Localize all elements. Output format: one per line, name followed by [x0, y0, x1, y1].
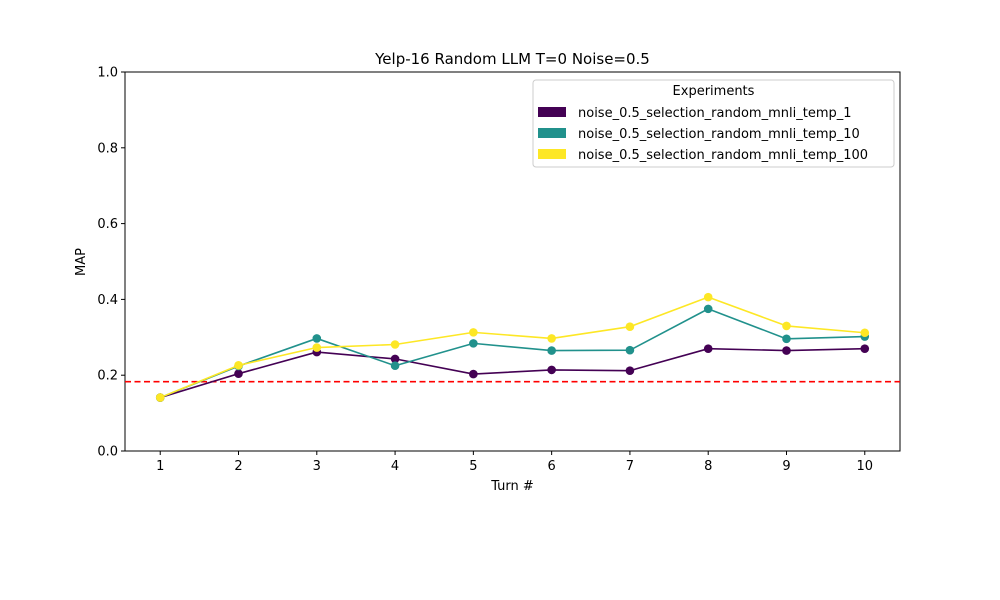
- y-tick-label: 0.2: [97, 369, 118, 384]
- legend-entry: noise_0.5_selection_random_mnli_temp_1: [578, 106, 852, 121]
- plot-frame: [124, 71, 901, 452]
- series-3: [155, 292, 870, 402]
- data-point: [469, 328, 478, 337]
- legend-entry: noise_0.5_selection_random_mnli_temp_10: [578, 127, 860, 142]
- data-point: [625, 366, 635, 375]
- x-tick-label: 7: [626, 459, 634, 474]
- data-point: [234, 361, 243, 370]
- x-tick-label: 6: [548, 459, 556, 474]
- data-point: [312, 334, 322, 343]
- data-point: [703, 292, 713, 302]
- x-axis-label: Turn #: [490, 479, 534, 494]
- y-tick-label: 1.0: [97, 66, 118, 81]
- series-line: [159, 347, 865, 399]
- data-point: [547, 365, 556, 375]
- legend-entry: noise_0.5_selection_random_mnli_temp_100: [578, 148, 868, 163]
- data-point: [703, 344, 713, 353]
- data-point: [703, 304, 713, 314]
- x-tick-label: 8: [704, 459, 712, 474]
- legend-swatch: [538, 128, 566, 138]
- chart-title: Yelp-16 Random LLM T=0 Noise=0.5: [374, 50, 650, 68]
- x-tick-label: 4: [391, 459, 399, 474]
- y-tick-label: 0.8: [97, 141, 118, 156]
- x-tick-label: 3: [313, 459, 321, 474]
- data-point: [782, 346, 791, 355]
- y-tick-label: 0.4: [97, 293, 118, 308]
- data-point: [782, 321, 791, 331]
- y-tick-label: 0.6: [97, 217, 118, 232]
- x-tick-label: 1: [156, 459, 164, 474]
- y-tick-label: 0.0: [97, 445, 118, 460]
- data-point: [860, 344, 870, 353]
- series-line: [159, 296, 865, 399]
- data-point: [469, 339, 478, 348]
- data-point: [469, 369, 478, 379]
- plot-area: 0.0 0.2 0.4 0.6 0.8 1.0 1 2 3 4 5 6 7 8 9 10: [97, 66, 901, 474]
- data-point: [155, 393, 165, 402]
- legend-title: Experiments: [673, 84, 755, 99]
- data-point: [390, 361, 400, 371]
- legend-box: [532, 79, 895, 168]
- legend: Experiments noise_0.5_selection_random_mn…: [532, 79, 895, 168]
- data-point: [312, 343, 322, 352]
- x-tick-label: 5: [469, 459, 477, 474]
- legend-swatch: [538, 107, 566, 117]
- data-point: [625, 345, 635, 355]
- data-point: [234, 369, 243, 378]
- data-point: [860, 328, 870, 338]
- data-point: [782, 334, 791, 344]
- data-point: [547, 346, 556, 355]
- y-axis-label: MAP: [74, 248, 89, 276]
- x-tick-label: 10: [856, 459, 873, 474]
- data-point: [390, 340, 400, 349]
- data-point: [625, 322, 635, 331]
- x-tick-label: 2: [234, 459, 242, 474]
- data-point: [390, 354, 400, 364]
- x-tick-label: 9: [782, 459, 790, 474]
- series-line: [159, 308, 865, 399]
- data-point: [547, 334, 556, 343]
- legend-swatch: [538, 149, 566, 159]
